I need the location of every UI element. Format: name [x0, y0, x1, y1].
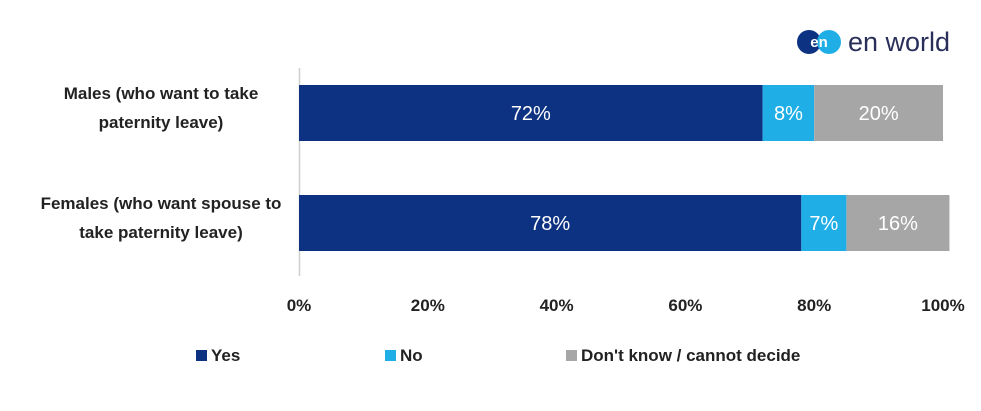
bars-group: 72% 8% 20% 78% 7% 16% [299, 85, 950, 251]
data-label: 8% [774, 103, 803, 125]
category-labels: Males (who want to take paternity leave) F… [41, 84, 282, 242]
legend-label: Don't know / cannot decide [581, 346, 800, 365]
category-label: paternity leave) [99, 113, 224, 132]
bar-segment [846, 195, 950, 251]
data-label: 7% [809, 213, 838, 235]
category-label: take paternity leave) [79, 223, 242, 242]
data-label: 72% [511, 103, 551, 125]
x-tick-labels: 0% 20% 40% 60% 80% 100% [287, 296, 965, 315]
category-label: Males (who want to take [64, 84, 259, 103]
logo-circle-right [817, 30, 841, 54]
x-tick-label: 100% [921, 296, 964, 315]
legend-swatch [566, 350, 577, 361]
x-tick-label: 60% [668, 296, 702, 315]
bar-segment [299, 85, 763, 141]
legend-swatch [196, 350, 207, 361]
legend-label: No [400, 346, 423, 365]
legend: Yes No Don't know / cannot decide [196, 346, 800, 365]
bar-segment [801, 195, 847, 251]
bar-segment [299, 195, 802, 251]
x-tick-label: 80% [797, 296, 831, 315]
bar-segment [814, 85, 943, 141]
category-label: Females (who want spouse to [41, 194, 282, 213]
legend-label: Yes [211, 346, 240, 365]
x-tick-label: 0% [287, 296, 312, 315]
data-label: 78% [530, 213, 570, 235]
logo-text: en world [848, 27, 950, 57]
x-tick-label: 20% [411, 296, 445, 315]
x-tick-label: 40% [540, 296, 574, 315]
en-world-logo: en en world [797, 27, 950, 57]
logo-mark: en [810, 34, 828, 51]
bar-segment [762, 85, 815, 141]
data-label: 20% [859, 103, 899, 125]
data-label: 16% [878, 213, 918, 235]
legend-swatch [385, 350, 396, 361]
logo-circle-left [797, 30, 821, 54]
